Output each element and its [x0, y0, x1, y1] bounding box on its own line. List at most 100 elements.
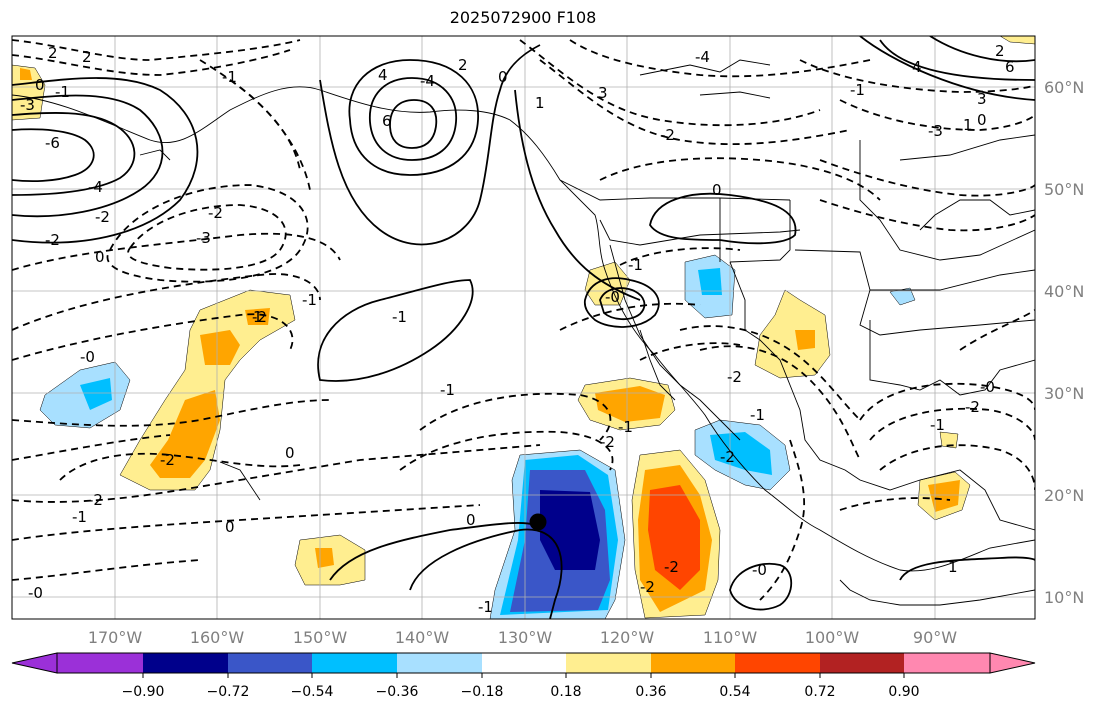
contour-label: -0 [980, 378, 995, 396]
colorbar-segment [904, 653, 990, 673]
colorbar-tick-label: 0.90 [888, 684, 919, 700]
lon-label: 90°W [913, 628, 957, 647]
contour-label: -1 [440, 381, 455, 399]
colorbar-tick-label: 0.18 [550, 684, 581, 700]
contour-label: -1 [222, 68, 237, 86]
contour-label: 3 [977, 90, 987, 108]
contour-label: -1 [930, 416, 945, 434]
lon-label: 120°W [600, 628, 655, 647]
contour-label: -2 [727, 368, 742, 386]
pos-region-central-pacific [119, 289, 296, 491]
coastlines [12, 59, 1035, 606]
colorbar-tick-label: −0.54 [291, 684, 334, 700]
lon-label: 140°W [395, 628, 450, 647]
contour-label: -3 [928, 122, 943, 140]
contour-label: -3 [20, 96, 35, 114]
contour-label: -6 [45, 134, 60, 152]
lat-label: 10°N [1044, 588, 1084, 607]
dashed-contours [12, 39, 1035, 601]
latitude-labels: 60°N 50°N 40°N 30°N 20°N 10°N [1044, 78, 1084, 607]
lon-label: 150°W [293, 628, 348, 647]
contour-label: 0 [225, 518, 235, 536]
contour-label: -1 [618, 418, 633, 436]
solid-contours [12, 36, 1035, 619]
colorbar-tick-label: −0.18 [461, 684, 504, 700]
contour-label: -2 [208, 204, 223, 222]
contour-label: -2 [252, 308, 267, 326]
lat-label: 60°N [1044, 78, 1084, 97]
colorbar-tick-label: −0.72 [207, 684, 250, 700]
map-title: 2025072900 F108 [449, 8, 597, 27]
contour-label: -2 [640, 578, 655, 596]
colorbar-tick-label: 0.72 [804, 684, 835, 700]
contour-label: -2 [664, 558, 679, 576]
contour-label: -2 [160, 451, 175, 469]
contour-label: 0 [35, 76, 45, 94]
lat-label: 40°N [1044, 282, 1084, 301]
contour-label: -3 [196, 229, 211, 247]
contour-label: -4 [420, 72, 435, 90]
colorbar-segment [143, 653, 228, 673]
colorbar-high-extension [989, 652, 1036, 674]
contour-label: 2 [995, 42, 1005, 60]
contour-label: -4 [88, 178, 103, 196]
contour-label: 6 [1005, 58, 1015, 76]
contour-label: 6 [382, 112, 392, 130]
colorbar-tick-label: −0.90 [122, 684, 165, 700]
contour-label: -0 [605, 288, 620, 306]
center-point-marker [529, 513, 547, 531]
colorbar-ticks [142, 673, 905, 678]
colorbar-segment [651, 653, 735, 673]
contour-label: -2 [88, 491, 103, 509]
colorbar-frame [56, 652, 991, 674]
contour-label: -4 [695, 48, 710, 66]
contour-label: 4 [378, 66, 388, 84]
colorbar-segment [820, 653, 904, 673]
lon-label: 170°W [88, 628, 143, 647]
contour-label: 0 [285, 444, 295, 462]
contour-label: -1 [628, 256, 643, 274]
lat-label: 30°N [1044, 384, 1084, 403]
contour-label: -1 [392, 308, 407, 326]
contour-label: -1 [72, 508, 87, 526]
contour-label: -2 [720, 448, 735, 466]
lon-label: 110°W [703, 628, 758, 647]
lat-label: 20°N [1044, 486, 1084, 505]
contour-label: -2 [660, 126, 675, 144]
contour-label: 1 [948, 558, 958, 576]
colorbar-tick-label: 0.54 [719, 684, 750, 700]
contour-label: -2 [965, 398, 980, 416]
contour-label: 0 [712, 181, 722, 199]
contour-label: 1 [535, 94, 545, 112]
plot-frame [11, 35, 1036, 620]
contour-label: 1 [963, 116, 973, 134]
contour-label: 0 [977, 111, 987, 129]
lon-label: 130°W [498, 628, 553, 647]
colorbar-low-extension [11, 652, 58, 674]
contour-label: -0 [752, 561, 767, 579]
contour-label: -1 [478, 598, 493, 616]
lon-label: 100°W [805, 628, 860, 647]
contour-label: -1 [750, 406, 765, 424]
contour-label: 0 [498, 68, 508, 86]
colorbar-segment [57, 653, 143, 673]
contour-label: 2 [48, 44, 58, 62]
contour-label: 1 [253, 308, 263, 326]
colorbar-segment [397, 653, 482, 673]
contour-label: 2 [82, 48, 92, 66]
contour-label: -2 [600, 433, 615, 451]
contour-label: -1 [850, 81, 865, 99]
colorbar-tick-label: −0.36 [376, 684, 419, 700]
contour-label: -2 [45, 231, 60, 249]
shaded-anomalies [12, 36, 1035, 619]
colorbar-segment [312, 653, 397, 673]
colorbar-segment [735, 653, 820, 673]
contour-label: 4 [912, 58, 922, 76]
contour-label: -0 [80, 348, 95, 366]
contour-label: -1 [55, 83, 70, 101]
contour-label: -1 [302, 291, 317, 309]
colorbar-tick-label: 0.36 [635, 684, 666, 700]
contour-label: 3 [598, 84, 608, 102]
contour-label: -0 [28, 584, 43, 602]
